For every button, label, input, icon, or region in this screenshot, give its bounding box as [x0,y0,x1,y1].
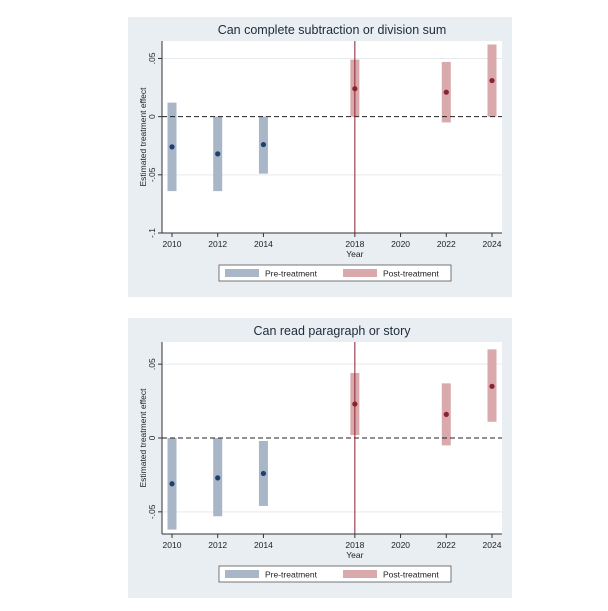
estimate-point-pre-2010 [169,144,175,150]
y-tick-label: -.05 [147,167,157,182]
legend-swatch-post [343,269,377,277]
chart-arithmetic: Can complete subtraction or division sum… [138,23,502,282]
x-tick-label: 2024 [483,239,502,249]
estimate-point-post-2024 [489,383,495,389]
y-tick-label: -.1 [147,228,157,238]
legend-swatch-pre [225,570,259,578]
x-axis-label: Year [346,550,363,560]
legend-label-post: Post-treatment [383,570,439,580]
estimate-point-pre-2014 [260,141,267,148]
y-tick-label: 0 [147,114,157,119]
x-tick-label: 2012 [208,239,227,249]
estimate-point-post-2022 [443,411,449,417]
legend-label-post: Post-treatment [383,269,439,279]
plot-area [162,41,502,233]
y-tick-label: .05 [147,358,157,370]
x-tick-label: 2014 [254,239,273,249]
x-tick-label: 2024 [483,540,502,550]
chart-reading: Can read paragraph or story -.05 0 .05 Estim… [138,324,502,583]
estimate-point-pre-2010 [169,481,175,487]
estimate-point-post-2022 [443,89,449,95]
chart-title: Can complete subtraction or division sum [218,23,447,37]
estimate-point-pre-2012 [215,151,221,157]
x-tick-label: 2020 [391,540,410,550]
legend-box [218,565,452,583]
chart-panel-arithmetic: Can complete subtraction or division sum… [128,17,512,297]
legend-label-pre: Pre-treatment [265,570,318,580]
x-tick-label: 2010 [163,540,182,550]
y-tick-label: .05 [147,52,157,64]
x-tick-label: 2018 [345,239,364,249]
legend-label-pre: Pre-treatment [265,269,318,279]
legend-swatch-post [343,570,377,578]
x-axis-label: Year [346,249,363,259]
legend: Pre-treatment Post-treatment [218,264,452,282]
x-tick-label: 2010 [163,239,182,249]
legend: Pre-treatment Post-treatment [218,565,452,583]
estimate-point-pre-2012 [215,475,221,481]
y-axis-label: Estimated treatment effect [138,87,148,187]
y-axis-label: Estimated treatment effect [138,388,148,488]
x-tick-label: 2022 [437,540,456,550]
estimate-point-pre-2014 [260,470,267,477]
estimate-point-post-2024 [489,77,495,84]
chart-title: Can read paragraph or story [253,324,411,338]
x-tick-label: 2022 [437,239,456,249]
x-tick-label: 2018 [345,540,364,550]
y-tick-label: -.05 [147,504,157,519]
chart-panel-reading: Can read paragraph or story -.05 0 .05 Estim… [128,318,512,598]
legend-swatch-pre [225,269,259,277]
legend-box [218,264,452,282]
x-tick-label: 2014 [254,540,273,550]
x-tick-label: 2020 [391,239,410,249]
y-tick-label: 0 [147,435,157,440]
x-tick-label: 2012 [208,540,227,550]
